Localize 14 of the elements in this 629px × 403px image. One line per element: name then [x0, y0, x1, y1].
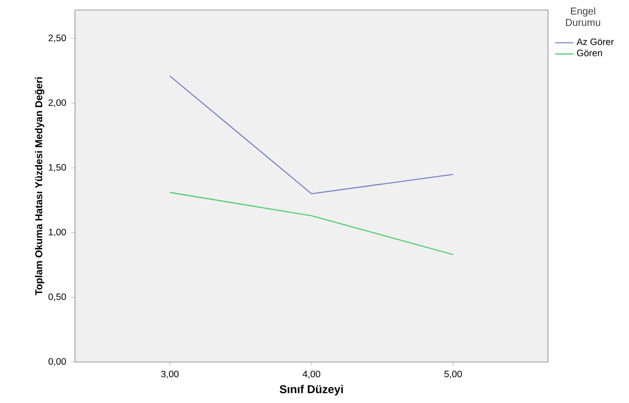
y-tick-label: 0,50: [48, 293, 66, 302]
legend-label: Gören: [577, 50, 602, 56]
y-tick-label: 1,50: [48, 164, 66, 172]
legend-title: Engel Durumu: [566, 7, 600, 26]
y-tick-label: 1,00: [48, 228, 66, 236]
y-tick-label: 0,00: [48, 358, 66, 366]
legend-label: Az Görer: [576, 38, 614, 46]
x-tick-label: 4,00: [302, 370, 320, 378]
x-tick-label: 5,00: [444, 370, 462, 378]
x-axis-title: Sınıf Düzeyi: [280, 384, 343, 396]
x-tick-label: 3,00: [161, 370, 179, 378]
y-axis-title: Toplam Okuma Hatası Yüzdesi Medyan Değeri: [34, 77, 44, 296]
y-tick-label: 2,00: [48, 99, 66, 108]
y-tick-label: 2,50: [48, 34, 66, 42]
